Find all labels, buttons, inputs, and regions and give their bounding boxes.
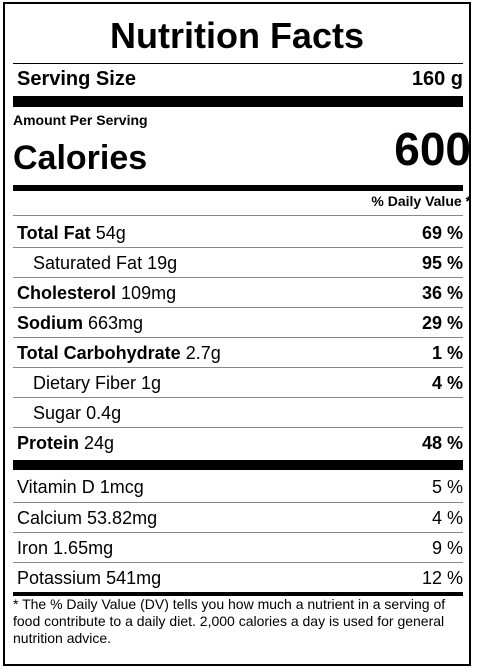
nutrient-name: Cholesterol xyxy=(17,283,117,303)
nutrient-name: Sodium xyxy=(17,313,83,333)
row-divider xyxy=(13,562,463,563)
nutrient-dv: 1 % xyxy=(431,343,463,363)
row-divider xyxy=(13,307,463,308)
nutrient-dv: 95 % xyxy=(421,253,463,273)
nutrient-amount: 2.7g xyxy=(185,343,221,363)
nutrient-amount: 54g xyxy=(95,223,126,243)
nutrient-row-sodium: Sodium 663mg 29 % xyxy=(13,308,463,338)
vitamin-name: Calcium xyxy=(17,508,83,528)
nutrient-name: Total Carbohydrate xyxy=(17,343,181,363)
row-divider xyxy=(13,215,463,216)
nutrient-row-total-carbohydrate: Total Carbohydrate 2.7g 1 % xyxy=(13,338,463,368)
calories-value: 600 xyxy=(394,123,471,175)
vitamin-dv: 5 % xyxy=(431,477,463,497)
nutrient-name: Saturated Fat xyxy=(33,253,143,273)
vitamin-dv: 12 % xyxy=(421,568,463,588)
vitamin-name: Potassium xyxy=(17,568,102,588)
row-divider xyxy=(13,277,463,278)
amount-per-serving: Amount Per Serving xyxy=(13,112,148,128)
nutrient-dv: 4 % xyxy=(431,373,463,393)
vitamin-dv: 9 % xyxy=(431,538,463,558)
row-divider xyxy=(13,337,463,338)
nutrient-amount: 19g xyxy=(147,253,178,273)
row-divider xyxy=(13,367,463,368)
thick-divider-4 xyxy=(13,592,463,596)
vitamin-amount: 541mg xyxy=(106,568,162,588)
row-divider xyxy=(13,532,463,533)
vitamin-amount: 1.65mg xyxy=(53,538,114,558)
footnote: * The % Daily Value (DV) tells you how m… xyxy=(13,596,446,646)
serving-size-value: 160 g xyxy=(411,68,463,90)
vitamin-amount: 53.82mg xyxy=(87,508,158,528)
row-divider xyxy=(13,427,463,428)
nutrient-name: Dietary Fiber xyxy=(33,373,137,393)
nutrient-amount: 663mg xyxy=(88,313,144,333)
calories-label: Calories xyxy=(13,139,148,177)
serving-size-row: Serving Size 160 g xyxy=(13,64,463,94)
daily-value-header: % Daily Value * xyxy=(371,193,471,209)
label-title: Nutrition Facts xyxy=(109,15,364,56)
nutrition-label: Nutrition Facts xyxy=(3,2,471,666)
thick-divider-2 xyxy=(13,185,463,191)
nutrient-row-sugar: Sugar 0.4g xyxy=(13,398,463,428)
title-divider xyxy=(13,63,463,64)
nutrient-dv: 69 % xyxy=(421,223,463,243)
nutrient-amount: 0.4g xyxy=(86,403,122,423)
nutrient-name: Protein xyxy=(17,433,80,453)
row-divider xyxy=(13,397,463,398)
nutrient-row-saturated-fat: Saturated Fat 19g 95 % xyxy=(13,248,463,278)
row-divider xyxy=(13,502,463,503)
nutrient-dv: 48 % xyxy=(421,433,463,453)
vitamin-row-calcium: Calcium 53.82mg 4 % xyxy=(13,503,463,533)
nutrient-row-total-fat: Total Fat 54g 69 % xyxy=(13,218,463,248)
nutrient-amount: 24g xyxy=(84,433,115,453)
vitamin-dv: 4 % xyxy=(431,508,463,528)
vitamin-row-vitamin-d: Vitamin D 1mcg 5 % xyxy=(13,472,463,502)
thick-divider-3 xyxy=(13,460,463,470)
nutrient-row-dietary-fiber: Dietary Fiber 1g 4 % xyxy=(13,368,463,398)
row-divider xyxy=(13,247,463,248)
nutrient-dv: 29 % xyxy=(421,313,463,333)
vitamin-name: Iron xyxy=(17,538,49,558)
vitamin-row-potassium: Potassium 541mg 12 % xyxy=(13,563,463,593)
vitamin-name: Vitamin D xyxy=(17,477,95,497)
nutrient-row-cholesterol: Cholesterol 109mg 36 % xyxy=(13,278,463,308)
nutrient-row-protein: Protein 24g 48 % xyxy=(13,428,463,458)
nutrient-name: Total Fat xyxy=(17,223,91,243)
nutrient-amount: 1g xyxy=(141,373,162,393)
nutrient-amount: 109mg xyxy=(121,283,177,303)
nutrient-dv: 36 % xyxy=(421,283,463,303)
thick-divider-1 xyxy=(13,96,463,107)
vitamin-amount: 1mcg xyxy=(99,477,144,497)
serving-size-label: Serving Size xyxy=(17,68,136,90)
vitamin-row-iron: Iron 1.65mg 9 % xyxy=(13,533,463,563)
nutrient-name: Sugar xyxy=(33,403,82,423)
